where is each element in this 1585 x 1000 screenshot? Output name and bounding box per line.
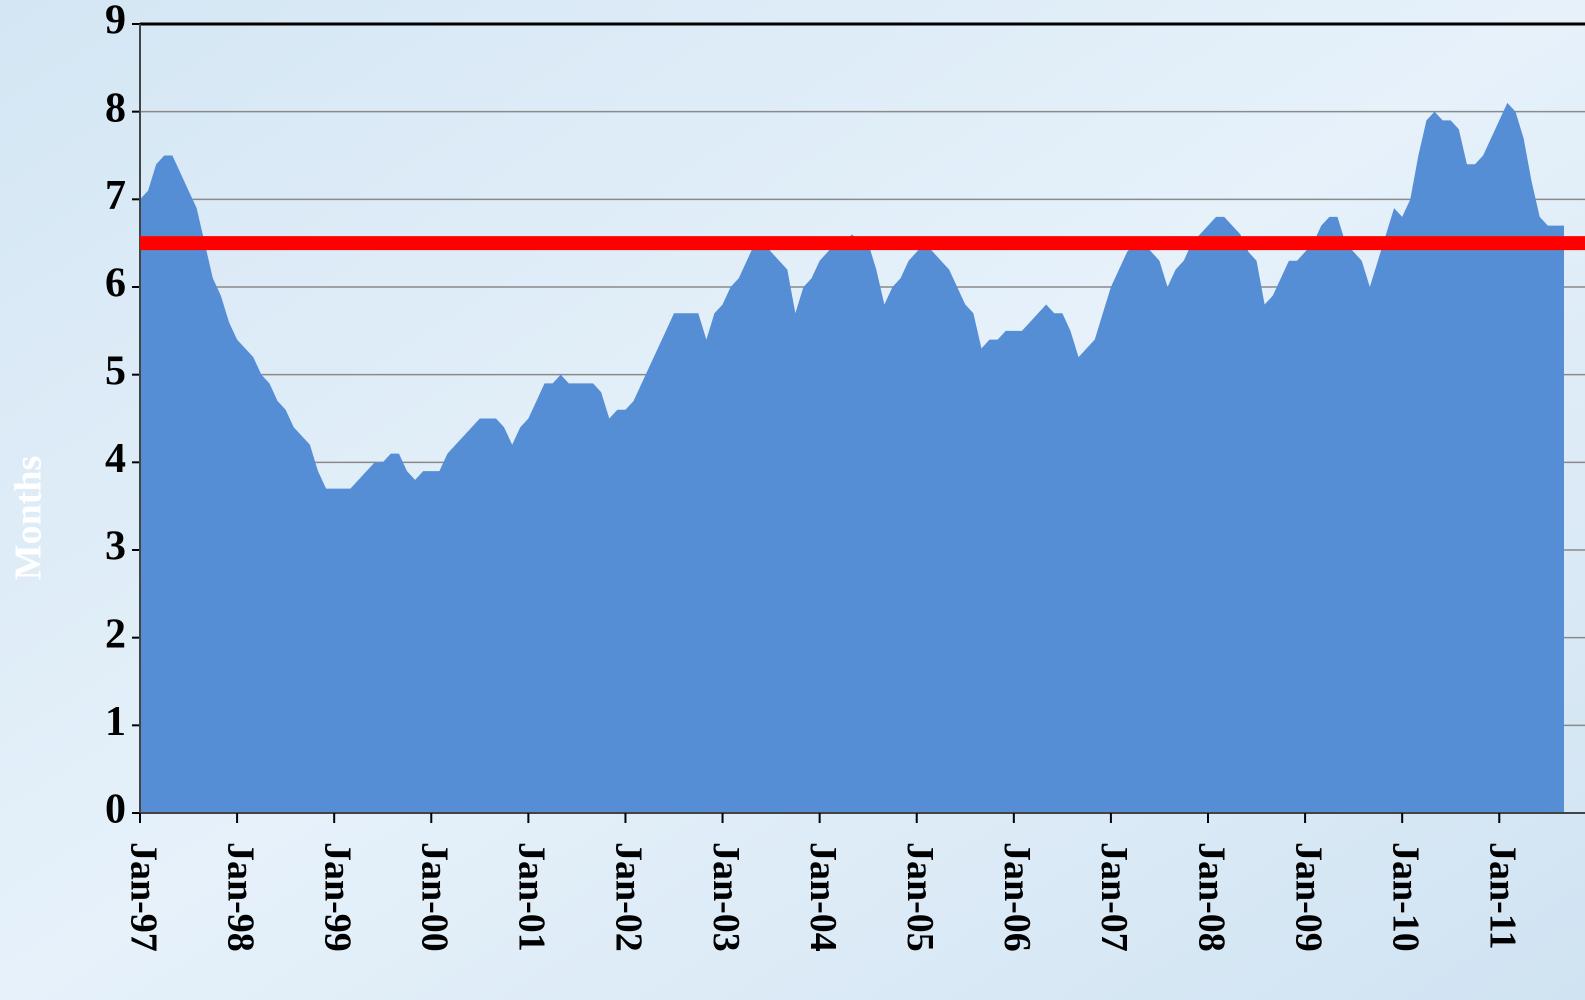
x-tick-label: Jan-97 — [122, 842, 164, 952]
x-tick-label: Jan-08 — [1190, 842, 1232, 952]
y-tick-label: 2 — [105, 611, 126, 657]
area — [140, 102, 1564, 813]
x-tick-label: Jan-06 — [996, 842, 1038, 952]
x-tick-label: Jan-05 — [899, 842, 941, 952]
x-tick-label: Jan-99 — [316, 842, 358, 952]
x-tick-label: Jan-09 — [1287, 842, 1329, 952]
y-tick-label: 8 — [105, 85, 126, 131]
x-tick-label: Jan-02 — [608, 842, 650, 952]
x-tick-label: Jan-04 — [802, 842, 844, 952]
y-tick-label: 5 — [105, 348, 126, 394]
y-tick-label: 9 — [105, 0, 126, 44]
y-tick-label: 3 — [105, 524, 126, 570]
y-tick-label: 7 — [105, 173, 126, 219]
x-tick-label: Jan-07 — [1093, 842, 1135, 952]
x-tick-label: Jan-11 — [1482, 842, 1524, 950]
x-tick-label: Jan-98 — [219, 842, 261, 952]
x-tick-label: Jan-01 — [511, 842, 553, 952]
y-tick-label: 6 — [105, 261, 126, 307]
y-tick-label: 4 — [105, 436, 126, 482]
x-tick-label: Jan-10 — [1384, 842, 1426, 952]
x-tick-label: Jan-03 — [705, 842, 747, 952]
x-tick-label: Jan-00 — [414, 842, 456, 952]
y-tick-label: 0 — [105, 787, 126, 833]
y-axis-label: Months — [8, 456, 50, 581]
y-tick-label: 1 — [105, 699, 126, 745]
